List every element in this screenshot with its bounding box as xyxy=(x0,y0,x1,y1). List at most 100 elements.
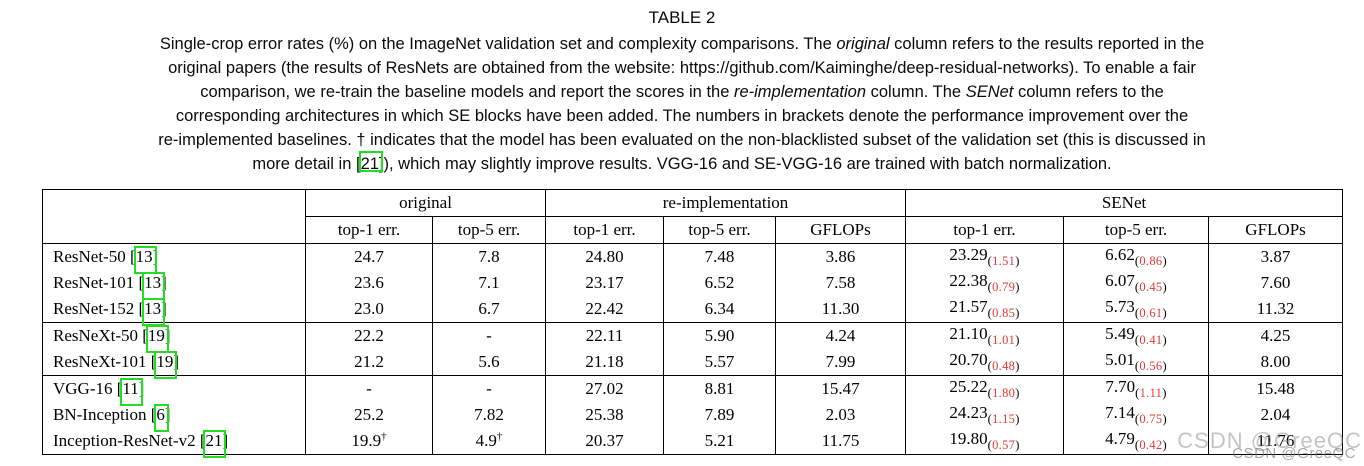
caption-line-5: re-implemented baselines. † indicates th… xyxy=(158,131,1206,149)
cell-original-top1: - xyxy=(305,375,433,402)
caption-line-3: comparison, we re-train the baseline mod… xyxy=(200,83,1164,101)
model-name-cell: ResNet-50 [13] xyxy=(42,243,306,274)
cell-senet-gflops: 7.60 xyxy=(1208,270,1344,296)
cell-reimpl-gflops: 11.75 xyxy=(775,428,907,455)
cell-reimpl-gflops: 7.99 xyxy=(775,349,907,376)
header-reimpl-gflops: GFLOPs xyxy=(775,216,907,244)
cell-original-top1: 23.6 xyxy=(305,270,433,296)
caption-emphasis: re-implementation xyxy=(733,83,867,101)
table-row: Inception-ResNet-v2 [21] 19.9† 4.9† 20.37 5.… xyxy=(42,428,1344,458)
page-title: TABLE 2 xyxy=(648,8,716,27)
improvement-subscript: (0.42) xyxy=(1134,438,1167,452)
cell-senet-top1: 20.70(0.48) xyxy=(905,349,1065,376)
cell-reimpl-top1: 20.37 xyxy=(545,428,665,455)
cell-senet-top1: 21.57(0.85) xyxy=(905,296,1065,323)
caption-line-6: more detail in [21]), which may slightly… xyxy=(0,151,1364,176)
table-row: ResNet-152 [13] 23.0 6.7 22.42 6.34 11.30 21.5… xyxy=(42,296,1344,326)
cell-original-top1: 24.7 xyxy=(305,243,433,270)
cell-reimpl-top1: 23.17 xyxy=(545,270,665,296)
cell-original-top5: 6.7 xyxy=(431,296,547,323)
cell-senet-top5: 5.49(0.41) xyxy=(1063,322,1210,349)
citation-link[interactable]: 19 xyxy=(154,351,178,379)
citation-link[interactable]: 21 xyxy=(358,151,384,176)
table-row: ResNet-50 [13] 24.7 7.8 24.80 7.48 3.86 23.29(… xyxy=(42,243,1344,274)
improvement-subscript: (1.01) xyxy=(987,333,1020,347)
citation-link[interactable]: 11 xyxy=(120,378,144,406)
cell-original-top5: 7.82 xyxy=(431,402,547,428)
cell-senet-top5: 7.70(1.11) xyxy=(1063,375,1210,402)
model-name-cell: ResNeXt-50 [19] xyxy=(42,322,306,353)
results-table: original re-implementation SENet top-1 e… xyxy=(42,189,1344,458)
cell-senet-gflops: 11.76 xyxy=(1208,428,1344,455)
cell-original-top5: - xyxy=(431,322,547,349)
improvement-subscript: (1.51) xyxy=(987,254,1020,268)
header-group-reimplementation: re-implementation xyxy=(545,189,907,217)
cell-reimpl-gflops: 4.24 xyxy=(775,322,907,349)
cell-senet-top5: 5.01(0.56) xyxy=(1063,349,1210,376)
improvement-subscript: (1.15) xyxy=(987,412,1020,426)
cell-reimpl-top1: 27.02 xyxy=(545,375,665,402)
citation-link[interactable]: 21 xyxy=(203,430,227,458)
citation-link[interactable]: 13 xyxy=(142,272,166,300)
model-name-cell: ResNeXt-101 [19] xyxy=(42,349,306,379)
improvement-subscript: (0.45) xyxy=(1134,280,1167,294)
cell-senet-top1: 19.80(0.57) xyxy=(905,428,1065,455)
improvement-subscript: (0.48) xyxy=(987,359,1020,373)
cell-senet-gflops: 3.87 xyxy=(1208,243,1344,270)
caption-line-1: Single-crop error rates (%) on the Image… xyxy=(159,35,1205,53)
dagger-mark: † xyxy=(496,430,503,443)
cell-original-top5: 7.8 xyxy=(431,243,547,270)
table-caption: Single-crop error rates (%) on the Image… xyxy=(0,32,1364,176)
cell-senet-gflops: 4.25 xyxy=(1208,322,1344,349)
cell-reimpl-top5: 6.52 xyxy=(663,270,777,296)
cell-reimpl-top1: 21.18 xyxy=(545,349,665,376)
table-row: ResNeXt-50 [19] 22.2-22.11 5.90 4.24 21.10(1… xyxy=(42,322,1344,353)
header-reimpl-top1: top-1 err. xyxy=(545,216,665,244)
cell-reimpl-top5: 7.89 xyxy=(663,402,777,428)
citation-link[interactable]: 13 xyxy=(142,298,166,326)
citation-link[interactable]: 19 xyxy=(145,325,169,353)
cell-reimpl-gflops: 3.86 xyxy=(775,243,907,270)
table-row: BN-Inception [6] 25.2 7.82 25.38 7.89 2.03 24.… xyxy=(42,402,1344,432)
cell-senet-top5: 6.62(0.86) xyxy=(1063,243,1210,270)
improvement-subscript: (0.86) xyxy=(1134,254,1167,268)
header-group-original: original xyxy=(304,189,547,217)
cell-reimpl-gflops: 15.47 xyxy=(775,375,907,402)
cell-reimpl-top1: 22.42 xyxy=(545,296,665,323)
cell-reimpl-top5: 5.90 xyxy=(663,322,777,349)
cell-senet-top1: 23.29(1.51) xyxy=(905,243,1065,270)
improvement-subscript: (0.56) xyxy=(1134,359,1167,373)
model-name-cell: BN-Inception [6] xyxy=(42,402,306,432)
cell-reimpl-top5: 5.57 xyxy=(663,349,777,376)
table-row: VGG-16 [11] - -27.02 8.81 15.47 25.22(1.80) 7.… xyxy=(42,375,1344,406)
improvement-subscript: (0.85) xyxy=(987,306,1020,320)
improvement-subscript: (1.11) xyxy=(1135,386,1167,400)
model-name-cell: VGG-16 [11] xyxy=(42,375,306,406)
cell-senet-top5: 7.14(0.75) xyxy=(1063,402,1210,428)
caption-emphasis: SENet xyxy=(965,83,1014,101)
cell-reimpl-gflops: 11.30 xyxy=(775,296,907,323)
cell-senet-gflops: 8.00 xyxy=(1208,349,1344,376)
header-senet-top1: top-1 err. xyxy=(905,216,1065,244)
cell-reimpl-top1: 22.11 xyxy=(545,322,665,349)
citation-link[interactable]: 13 xyxy=(133,246,157,274)
improvement-subscript: (1.80) xyxy=(987,386,1020,400)
cell-reimpl-top5: 8.81 xyxy=(663,375,777,402)
header-original-top1: top-1 err. xyxy=(305,216,433,244)
model-name-cell: ResNet-101 [13] xyxy=(42,270,306,300)
caption-line-4: corresponding architectures in which SE … xyxy=(175,107,1189,125)
cell-senet-gflops: 11.32 xyxy=(1208,296,1344,323)
cell-senet-top1: 25.22(1.80) xyxy=(905,375,1065,402)
cell-reimpl-gflops: 2.03 xyxy=(775,402,907,428)
table-row: ResNet-101 [13] 23.6 7.1 23.17 6.52 7.58 22.38… xyxy=(42,270,1344,300)
cell-original-top1: 21.2 xyxy=(305,349,433,376)
cell-reimpl-top5: 6.34 xyxy=(663,296,777,323)
citation-link[interactable]: 6 xyxy=(154,404,169,432)
header-group-senet: SENet xyxy=(905,189,1344,217)
cell-senet-top1: 22.38(0.79) xyxy=(905,270,1065,296)
cell-reimpl-gflops: 7.58 xyxy=(775,270,907,296)
header-original-top5: top-5 err. xyxy=(431,216,547,244)
dagger-mark: † xyxy=(381,430,387,443)
cell-senet-top1: 24.23(1.15) xyxy=(905,402,1065,428)
cell-original-top5: - xyxy=(431,375,547,402)
